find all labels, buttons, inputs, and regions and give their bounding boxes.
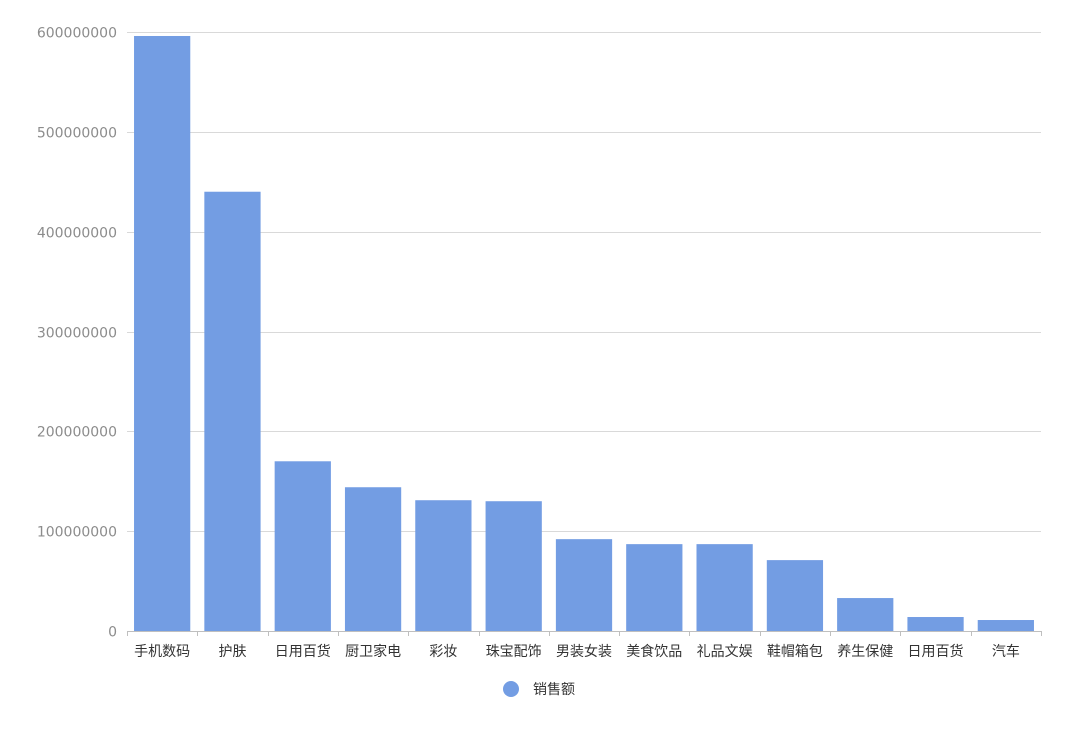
- x-tick-label: 鞋帽箱包: [767, 644, 823, 660]
- bar[interactable]: [134, 35, 191, 632]
- bar[interactable]: [696, 544, 753, 631]
- x-tick-label: 护肤: [218, 644, 246, 660]
- y-tick-label: 300000000: [37, 326, 117, 342]
- bar[interactable]: [415, 500, 472, 631]
- bar[interactable]: [977, 620, 1034, 631]
- y-tick-label: 400000000: [37, 226, 117, 242]
- x-tick-label: 男装女装: [556, 643, 612, 660]
- x-tick-label: 日用百货: [275, 643, 331, 660]
- y-tick-label: 200000000: [37, 425, 117, 441]
- bar[interactable]: [907, 617, 964, 631]
- x-tick-label: 日用百货: [908, 643, 964, 660]
- x-tick-label: 手机数码: [134, 644, 190, 660]
- x-tick-label: 礼品文娱: [697, 644, 753, 660]
- legend-marker[interactable]: [503, 681, 519, 697]
- bar[interactable]: [344, 487, 402, 631]
- x-tick-label: 美食饮品: [626, 643, 682, 660]
- bar[interactable]: [766, 560, 824, 631]
- bar-series: [134, 35, 1034, 632]
- x-tick-label: 汽车: [992, 643, 1020, 660]
- x-tick-label: 彩妆: [429, 644, 457, 660]
- x-tick-label: 厨卫家电: [345, 643, 401, 660]
- x-axis: [127, 631, 1042, 636]
- legend[interactable]: 销售额: [503, 681, 575, 698]
- bar[interactable]: [204, 191, 261, 632]
- legend-label[interactable]: 销售额: [533, 682, 575, 698]
- y-axis-ticks: 0 100000000 200000000 300000000 400000000 500…: [37, 26, 117, 641]
- bar[interactable]: [555, 539, 613, 631]
- bar[interactable]: [837, 598, 894, 631]
- x-tick-label: 珠宝配饰: [486, 644, 542, 660]
- bar[interactable]: [626, 544, 683, 631]
- bar[interactable]: [274, 461, 331, 631]
- bar[interactable]: [485, 501, 542, 631]
- y-tick-label: 600000000: [37, 26, 117, 42]
- x-axis-ticks: 手机数码 护肤 日用百货 厨卫家电 彩妆 珠宝配饰 男装女装 美食饮品 礼品文娱 鞋帽箱包 养生保健…: [134, 643, 1020, 660]
- grid-lines: [127, 32, 1041, 532]
- y-tick-label: 500000000: [37, 126, 117, 142]
- x-tick-label: 养生保健: [837, 644, 893, 660]
- y-tick-label: 0: [108, 625, 117, 641]
- y-tick-label: 100000000: [37, 525, 117, 541]
